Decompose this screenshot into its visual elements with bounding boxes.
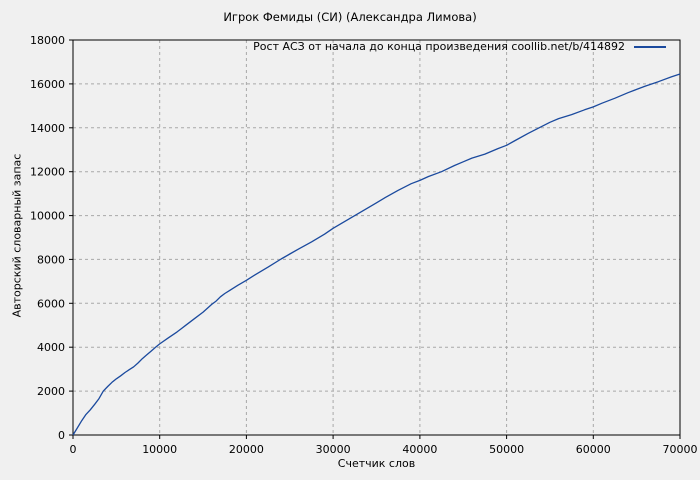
legend-line-sample-icon: [634, 46, 666, 48]
x-tick-label: 60000: [576, 443, 611, 456]
y-tick-label: 2000: [37, 385, 65, 398]
y-tick-label: 8000: [37, 253, 65, 266]
y-tick-label: 14000: [30, 122, 65, 135]
x-tick-label: 20000: [229, 443, 264, 456]
y-tick-label: 18000: [30, 34, 65, 47]
x-tick-label: 70000: [663, 443, 698, 456]
x-tick-label: 50000: [489, 443, 524, 456]
x-tick-label: 0: [70, 443, 77, 456]
x-axis-title: Счетчик слов: [337, 457, 416, 470]
y-tick-label: 16000: [30, 78, 65, 91]
plot-border: [72, 39, 681, 436]
x-tick-label: 10000: [142, 443, 177, 456]
chart-title: Игрок Фемиды (СИ) (Александра Лимова): [223, 10, 477, 24]
legend: Рост АСЗ от начала до конца произведения…: [253, 40, 666, 54]
y-tick-label: 4000: [37, 341, 65, 354]
y-tick-label: 12000: [30, 166, 65, 179]
legend-label: Рост АСЗ от начала до конца произведения…: [253, 40, 625, 53]
y-tick-label: 6000: [37, 297, 65, 310]
x-tick-label: 30000: [316, 443, 351, 456]
y-tick-label: 0: [58, 429, 65, 442]
x-tick-label: 40000: [402, 443, 437, 456]
series-line: [72, 73, 681, 436]
y-axis-title: Авторский словарный запас: [10, 153, 24, 318]
y-tick-label: 10000: [30, 210, 65, 223]
